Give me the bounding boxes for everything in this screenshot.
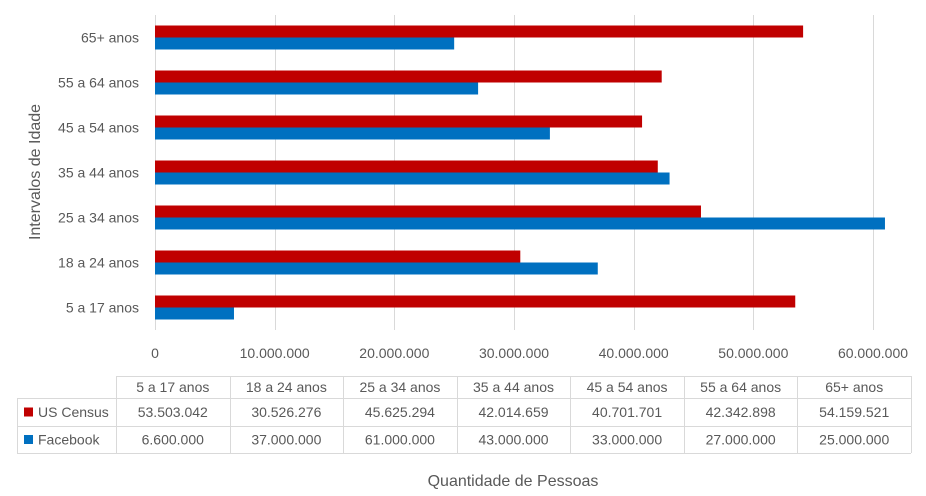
table-header-cell: 25 a 34 anos	[359, 379, 440, 395]
x-axis-title: Quantidade de Pessoas	[428, 473, 599, 490]
bar-us-census	[155, 25, 804, 38]
x-tick-labels: 0 10.000.000 20.000.000 30.000.000 40.000.00…	[151, 345, 908, 361]
bar-facebook	[155, 82, 479, 95]
table-value-cell: 45.625.294	[365, 404, 435, 420]
x-tick-label: 10.000.000	[240, 345, 310, 361]
bar-facebook	[155, 217, 885, 230]
bar-us-census	[155, 295, 796, 308]
table-value-cell: 27.000.000	[706, 432, 776, 448]
table-value-cell: 61.000.000	[365, 432, 435, 448]
legend-key-facebook	[24, 435, 33, 444]
category-label: 18 a 24 anos	[58, 255, 139, 271]
x-tick-label: 40.000.000	[599, 345, 669, 361]
category-labels: 5 a 17 anos 18 a 24 anos 25 a 34 anos 35 a …	[58, 30, 139, 316]
bar-facebook	[155, 172, 670, 185]
x-tick-label: 60.000.000	[838, 345, 908, 361]
x-tick-label: 20.000.000	[359, 345, 429, 361]
table-value-cell: 40.701.701	[592, 404, 662, 420]
bar-us-census	[155, 115, 643, 128]
data-table: 5 a 17 anos 18 a 24 anos 25 a 34 anos 35 a …	[17, 376, 912, 454]
category-label: 35 a 44 anos	[58, 165, 139, 181]
table-value-cell: 42.014.659	[478, 404, 548, 420]
table-header-cell: 35 a 44 anos	[473, 379, 554, 395]
category-label: 45 a 54 anos	[58, 120, 139, 136]
table-value-cell: 53.503.042	[138, 404, 208, 420]
x-tick-label: 0	[151, 345, 159, 361]
bar-facebook	[155, 37, 455, 50]
category-label: 65+ anos	[81, 30, 139, 46]
category-label: 25 a 34 anos	[58, 210, 139, 226]
bar-us-census	[155, 70, 662, 83]
bar-facebook	[155, 262, 598, 275]
table-header-cell: 45 a 54 anos	[587, 379, 668, 395]
table-value-cell: 25.000.000	[819, 432, 889, 448]
table-value-cell: 42.342.898	[706, 404, 776, 420]
x-tick-label: 50.000.000	[718, 345, 788, 361]
bar-us-census	[155, 205, 701, 218]
table-header-cell: 65+ anos	[825, 379, 883, 395]
table-value-cell: 37.000.000	[251, 432, 321, 448]
bar-facebook	[155, 127, 550, 140]
table-value-cell: 6.600.000	[142, 432, 204, 448]
category-label: 5 a 17 anos	[66, 300, 139, 316]
bar-us-census	[155, 160, 658, 173]
bar-facebook	[155, 307, 234, 320]
bar-us-census	[155, 250, 521, 263]
legend-label: US Census	[38, 404, 109, 420]
category-label: 55 a 64 anos	[58, 75, 139, 91]
table-header-cell: 18 a 24 anos	[246, 379, 327, 395]
bars	[155, 25, 885, 320]
table-header-cell: 5 a 17 anos	[136, 379, 209, 395]
table-value-cell: 30.526.276	[251, 404, 321, 420]
table-value-cell: 43.000.000	[478, 432, 548, 448]
table-header-cell: 55 a 64 anos	[700, 379, 781, 395]
x-tick-label: 30.000.000	[479, 345, 549, 361]
legend-label: Facebook	[38, 432, 100, 448]
y-axis-title: Intervalos de Idade	[27, 104, 44, 240]
table-value-cell: 33.000.000	[592, 432, 662, 448]
legend-key-us-census	[24, 407, 33, 417]
table-value-cell: 54.159.521	[819, 404, 889, 420]
